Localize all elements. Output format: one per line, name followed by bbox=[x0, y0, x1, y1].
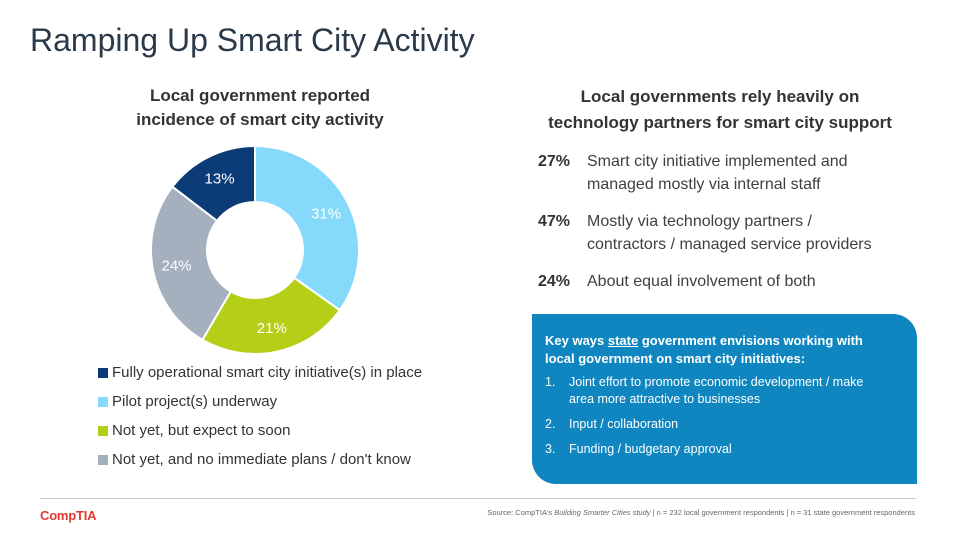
legend-label: Not yet, and no immediate plans / don't … bbox=[112, 451, 411, 468]
right-heading-line2: technology partners for smart city suppo… bbox=[548, 113, 892, 132]
item-number: 2. bbox=[545, 417, 556, 431]
legend-swatch bbox=[98, 425, 108, 436]
state-government-callout: Key ways state government envisions work… bbox=[532, 314, 917, 484]
legend-item: Fully operational smart city initiative(… bbox=[98, 358, 422, 387]
stat-text-line: contractors / managed service providers bbox=[587, 236, 872, 253]
callout-heading: Key ways state government envisions work… bbox=[545, 332, 905, 368]
chart-heading: Local government reported incidence of s… bbox=[100, 84, 420, 132]
item-number: 3. bbox=[545, 442, 556, 456]
callout-list: 1. Joint effort to promote economic deve… bbox=[545, 374, 905, 458]
item-text-line: area more attractive to businesses bbox=[569, 392, 761, 406]
callout-list-item: 2. Input / collaboration bbox=[545, 416, 905, 433]
donut-slice-label: 31% bbox=[311, 205, 341, 222]
stat-percent: 27% bbox=[538, 153, 571, 170]
stat-percent: 24% bbox=[538, 273, 571, 290]
comptia-logo: CompTIA bbox=[40, 508, 97, 523]
stat-row: 24% About equal involvement of both bbox=[538, 270, 938, 293]
legend-swatch bbox=[98, 454, 108, 465]
legend-item: Pilot project(s) underway bbox=[98, 387, 422, 416]
callout-heading-line2: local government on smart city initiativ… bbox=[545, 351, 806, 366]
callout-heading-text: government envisions working with bbox=[638, 333, 863, 348]
callout-list-item: 1. Joint effort to promote economic deve… bbox=[545, 374, 905, 408]
stat-percent: 47% bbox=[538, 213, 571, 230]
right-heading: Local governments rely heavily on techno… bbox=[520, 84, 920, 136]
legend-label: Pilot project(s) underway bbox=[112, 393, 278, 410]
right-heading-line1: Local governments rely heavily on bbox=[580, 87, 860, 106]
item-text: Joint effort to promote economic develop… bbox=[569, 374, 863, 408]
stat-text-line: About equal involvement of both bbox=[587, 273, 816, 290]
item-text: Funding / budgetary approval bbox=[569, 441, 732, 458]
stat-row: 47% Mostly via technology partners / con… bbox=[538, 210, 938, 256]
callout-heading-line1: Key ways state government envisions work… bbox=[545, 332, 905, 350]
item-text-line: Funding / budgetary approval bbox=[569, 442, 732, 456]
donut-chart: 13% 31% 21% 24% bbox=[150, 144, 360, 355]
stat-text-line: Smart city initiative implemented and bbox=[587, 153, 848, 170]
item-text-line: Input / collaboration bbox=[569, 417, 679, 431]
legend-item: Not yet, but expect to soon bbox=[98, 416, 422, 445]
stats-list: 27% Smart city initiative implemented an… bbox=[538, 150, 938, 307]
donut-slice-label: 24% bbox=[161, 257, 191, 274]
slide-title: Ramping Up Smart City Activity bbox=[30, 22, 475, 58]
legend-item: Not yet, and no immediate plans / don't … bbox=[98, 445, 422, 474]
callout-heading-text: Key ways bbox=[545, 333, 608, 348]
source-text: Source: CompTIA's bbox=[487, 508, 555, 517]
chart-legend: Fully operational smart city initiative(… bbox=[98, 358, 422, 474]
donut-slice bbox=[254, 144, 360, 312]
donut-slice bbox=[201, 276, 342, 355]
item-text: Input / collaboration bbox=[569, 416, 678, 433]
legend-label: Not yet, but expect to soon bbox=[112, 422, 291, 439]
source-text: | n = 232 local government respondents |… bbox=[650, 508, 915, 517]
source-note: Source: CompTIA's Building Smarter Citie… bbox=[487, 508, 915, 517]
legend-swatch bbox=[98, 396, 108, 407]
donut-slice-label: 13% bbox=[205, 170, 235, 187]
callout-list-item: 3. Funding / budgetary approval bbox=[545, 441, 905, 458]
stat-text-line: managed mostly via internal staff bbox=[587, 176, 821, 193]
stat-text-line: Mostly via technology partners / bbox=[587, 213, 812, 230]
item-text-line: Joint effort to promote economic develop… bbox=[569, 375, 864, 389]
footer-divider bbox=[40, 498, 916, 499]
stat-text: Smart city initiative implemented and ma… bbox=[587, 150, 848, 196]
chart-heading-line1: Local government reported bbox=[149, 86, 371, 105]
callout-heading-underlined: state bbox=[607, 333, 639, 348]
legend-label: Fully operational smart city initiative(… bbox=[112, 364, 423, 381]
stat-text: Mostly via technology partners / contrac… bbox=[587, 210, 872, 256]
chart-heading-line2: incidence of smart city activity bbox=[136, 110, 384, 129]
item-number: 1. bbox=[545, 375, 556, 389]
donut-slice bbox=[150, 185, 233, 342]
stat-row: 27% Smart city initiative implemented an… bbox=[538, 150, 938, 196]
legend-swatch bbox=[98, 367, 108, 378]
source-study-name: Building Smarter Cities study bbox=[554, 508, 651, 517]
donut-slice-label: 21% bbox=[257, 320, 287, 337]
stat-text: About equal involvement of both bbox=[587, 270, 816, 293]
